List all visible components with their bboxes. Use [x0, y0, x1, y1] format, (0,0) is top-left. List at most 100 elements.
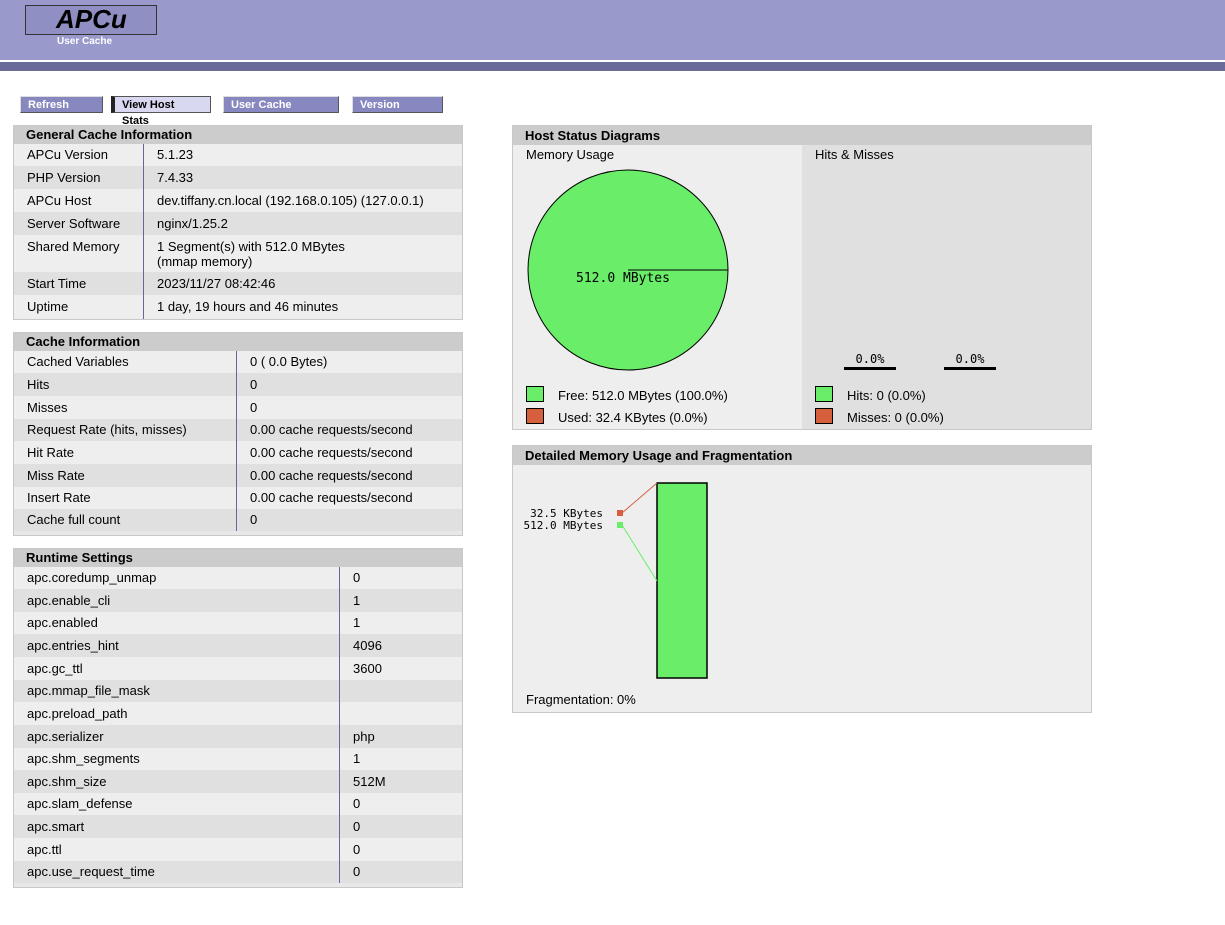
- cache-info-title: Cache Information: [14, 333, 462, 351]
- hits-misses-cell: [802, 145, 1091, 429]
- table-row: apc.slam_defense 0: [14, 793, 462, 815]
- row-value: 0: [339, 815, 462, 838]
- row-label: APCu Version: [14, 144, 144, 166]
- fragmentation-panel: Detailed Memory Usage and Fragmentation …: [512, 445, 1092, 713]
- free-legend: Free: 512.0 MBytes (100.0%): [558, 388, 728, 403]
- table-row: Cached Variables 0 ( 0.0 Bytes): [14, 351, 462, 373]
- free-swatch: [526, 386, 544, 402]
- row-value: 0.00 cache requests/second: [236, 487, 462, 509]
- row-label: apc.enable_cli: [14, 589, 340, 612]
- row-label: Uptime: [14, 295, 144, 319]
- table-row: apc.smart 0: [14, 815, 462, 838]
- row-label: APCu Host: [14, 189, 144, 212]
- runtime-settings-title: Runtime Settings: [14, 549, 462, 567]
- view-host-stats-button[interactable]: View Host Stats: [111, 96, 211, 127]
- fragmentation-chart: 32.5 KBytes 512.0 MBytes: [524, 482, 708, 679]
- row-label: apc.gc_ttl: [14, 657, 340, 680]
- hits-bar: [844, 367, 896, 370]
- row-value: 4096: [339, 634, 462, 657]
- table-row: apc.serializer php: [14, 725, 462, 748]
- row-label: apc.enabled: [14, 612, 340, 634]
- cache-info-panel: Cache Information Cached Variables 0 ( 0.…: [13, 332, 463, 536]
- row-value: 1 Segment(s) with 512.0 MBytes (mmap memo…: [143, 235, 462, 272]
- row-label: Request Rate (hits, misses): [14, 419, 237, 441]
- table-row: apc.gc_ttl 3600: [14, 657, 462, 680]
- table-row: apc.shm_size 512M: [14, 770, 462, 793]
- row-label: Hits: [14, 373, 237, 396]
- used-marker: [617, 510, 623, 516]
- row-value: 3600: [339, 657, 462, 680]
- header-banner: [0, 0, 1225, 60]
- row-label: Shared Memory: [14, 235, 144, 272]
- row-label: apc.ttl: [14, 838, 340, 861]
- row-value: 0: [236, 509, 462, 531]
- row-label: Miss Rate: [14, 464, 237, 487]
- row-value: 1 day, 19 hours and 46 minutes: [143, 295, 462, 319]
- free-marker: [617, 522, 623, 528]
- app-subtitle: User Cache: [57, 36, 113, 47]
- row-label: PHP Version: [14, 166, 144, 189]
- row-label: apc.shm_segments: [14, 748, 340, 770]
- row-value: 0: [236, 373, 462, 396]
- user-cache-entries-button[interactable]: User Cache Entries: [223, 96, 339, 127]
- row-label: Insert Rate: [14, 487, 237, 509]
- fragmentation-title: Detailed Memory Usage and Fragmentation: [513, 446, 1091, 465]
- table-row: apc.preload_path: [14, 702, 462, 725]
- memory-block-bar: [656, 482, 708, 679]
- row-label: Cache full count: [14, 509, 237, 531]
- misses-bar: [944, 367, 996, 370]
- cache-info-table: Cached Variables 0 ( 0.0 Bytes) Hits 0 Misse…: [14, 351, 462, 531]
- used-size-label: 32.5 KBytes: [530, 507, 603, 520]
- header-divider: [0, 60, 1225, 62]
- row-value: 1: [339, 589, 462, 612]
- pie-label: 512.0 MBytes: [576, 271, 670, 286]
- row-value: 2023/11/27 08:42:46: [143, 272, 462, 295]
- refresh-data-button[interactable]: Refresh Data: [20, 96, 103, 127]
- free-size-label: 512.0 MBytes: [524, 519, 603, 532]
- row-value: 1: [339, 748, 462, 770]
- misses-swatch: [815, 408, 833, 424]
- free-connector: [621, 524, 658, 582]
- row-value: 0: [236, 396, 462, 419]
- row-label: apc.preload_path: [14, 702, 340, 725]
- row-label: Server Software: [14, 212, 144, 235]
- row-value: 0: [339, 861, 462, 883]
- row-value: dev.tiffany.cn.local (192.168.0.105) (12…: [143, 189, 462, 212]
- used-connector: [621, 482, 658, 514]
- hits-legend: Hits: 0 (0.0%): [847, 388, 926, 403]
- memory-usage-title: Memory Usage: [526, 147, 615, 162]
- row-label: apc.coredump_unmap: [14, 567, 340, 589]
- misses-legend: Misses: 0 (0.0%): [847, 410, 944, 425]
- general-cache-panel: General Cache Information APCu Version 5.…: [13, 125, 463, 320]
- row-value: [339, 702, 462, 725]
- table-row: apc.use_request_time 0: [14, 861, 462, 883]
- row-value: 512M: [339, 770, 462, 793]
- table-row: apc.ttl 0: [14, 838, 462, 861]
- table-row: apc.shm_segments 1: [14, 748, 462, 770]
- table-row: apc.entries_hint 4096: [14, 634, 462, 657]
- row-label: apc.slam_defense: [14, 793, 340, 815]
- host-status-title: Host Status Diagrams: [513, 126, 1091, 145]
- used-legend: Used: 32.4 KBytes (0.0%): [558, 410, 708, 425]
- row-value: 0 ( 0.0 Bytes): [236, 351, 462, 373]
- misses-bar-label: 0.0%: [955, 352, 985, 366]
- runtime-settings-table: apc.coredump_unmap 0 apc.enable_cli 1 apc.en…: [14, 567, 462, 883]
- row-label: apc.shm_size: [14, 770, 340, 793]
- table-row: Request Rate (hits, misses) 0.00 cache re…: [14, 419, 462, 441]
- table-row: apc.mmap_file_mask: [14, 680, 462, 702]
- row-value: 0: [339, 838, 462, 861]
- version-check-button[interactable]: Version Check: [352, 96, 443, 127]
- general-cache-table: APCu Version 5.1.23 PHP Version 7.4.33 APC…: [14, 144, 462, 319]
- table-row: Miss Rate 0.00 cache requests/second: [14, 464, 462, 487]
- row-value: 5.1.23: [143, 144, 462, 166]
- used-swatch: [526, 408, 544, 424]
- row-value: 0.00 cache requests/second: [236, 464, 462, 487]
- runtime-settings-panel: Runtime Settings apc.coredump_unmap 0 apc.…: [13, 548, 463, 888]
- memory-pie-chart: 512.0 MBytes: [527, 169, 729, 371]
- logo-box: [25, 5, 157, 35]
- row-label: apc.mmap_file_mask: [14, 680, 340, 702]
- row-value: php: [339, 725, 462, 748]
- row-label: apc.use_request_time: [14, 861, 340, 883]
- row-value: 0: [339, 793, 462, 815]
- table-row: Insert Rate 0.00 cache requests/second: [14, 487, 462, 509]
